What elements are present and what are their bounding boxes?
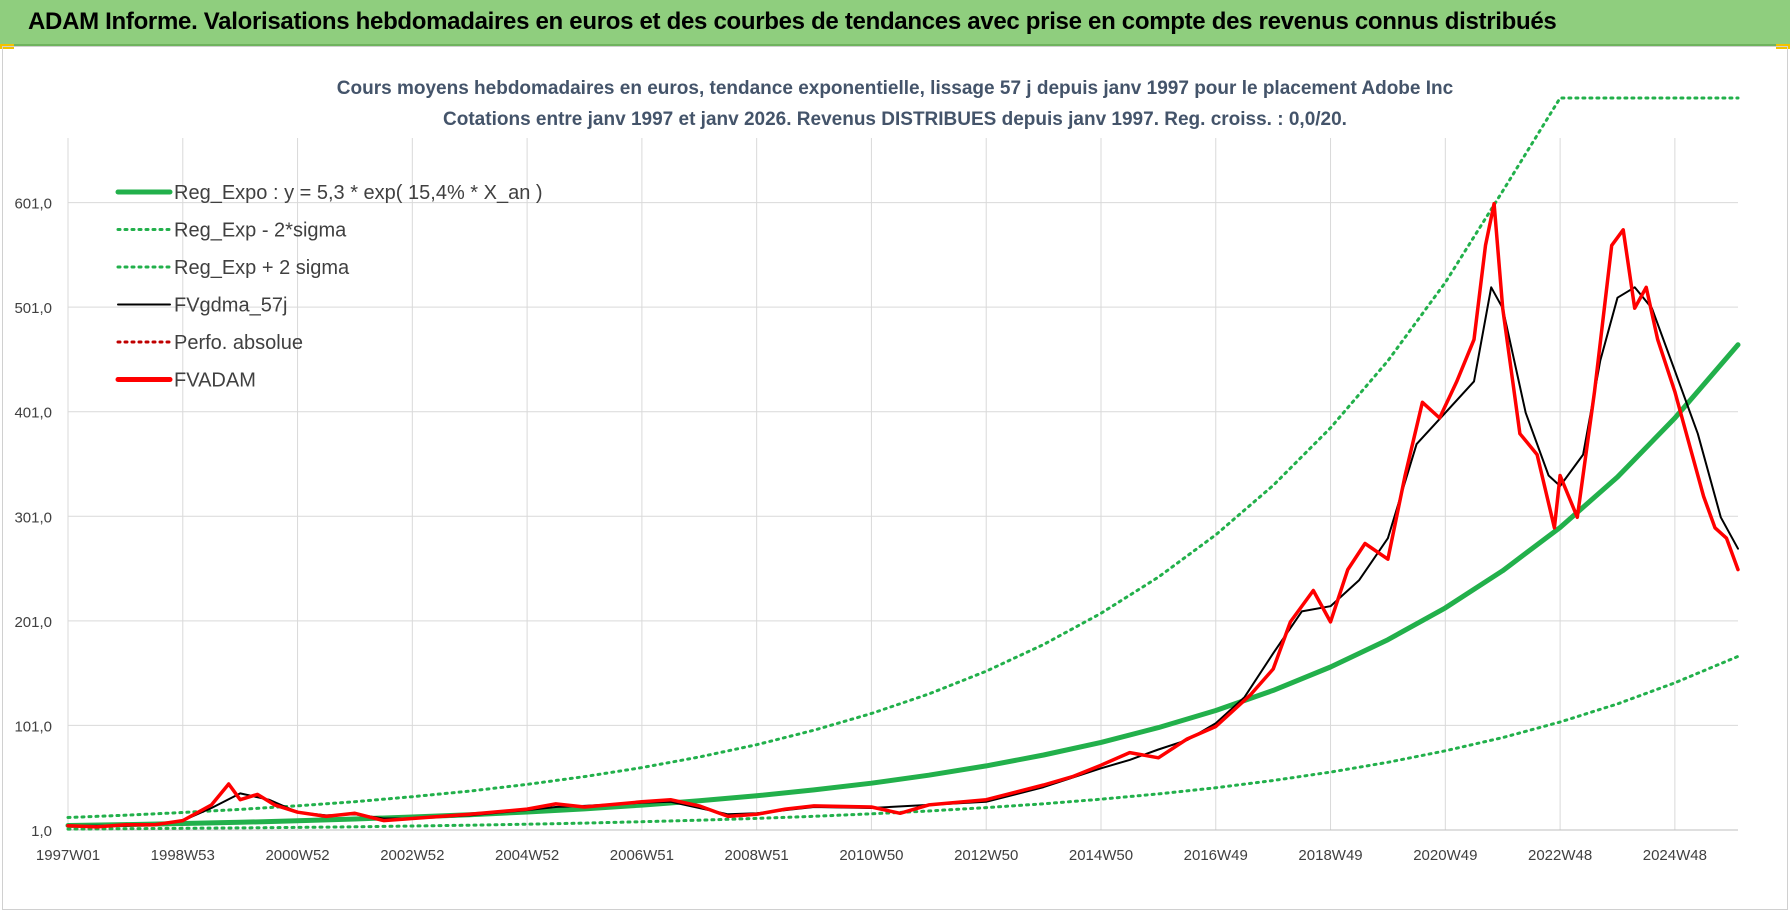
title-banner: ADAM Informe. Valorisations hebdomadaire… xyxy=(0,0,1790,46)
y-axis: 1,0 101,0 201,0 301,0 401,0 501,0 601,0 xyxy=(14,196,52,840)
x-tick-label: 2012W50 xyxy=(954,847,1018,864)
y-tick-label: 101,0 xyxy=(14,718,52,735)
x-tick-label: 2024W48 xyxy=(1643,847,1707,864)
legend-label-2: Reg_Exp + 2 sigma xyxy=(174,257,350,279)
x-tick-label: 2000W52 xyxy=(265,847,329,864)
series-layer xyxy=(65,96,1741,831)
legend: Reg_Expo : y = 5,3 * exp( 15,4% * X_an )… xyxy=(115,182,543,392)
x-tick-label: 2020W49 xyxy=(1413,847,1477,864)
x-tick-label: 2008W51 xyxy=(725,847,789,864)
series-line-5 xyxy=(66,201,1740,829)
x-tick-label: 2022W48 xyxy=(1528,847,1592,864)
grid xyxy=(67,138,1738,831)
legend-label-5: FVADAM xyxy=(174,370,256,392)
x-tick-label: 2004W52 xyxy=(495,847,559,864)
y-tick-label: 1,0 xyxy=(31,823,52,840)
x-tick-label: 1998W53 xyxy=(151,847,215,864)
x-tick-label: 2006W51 xyxy=(610,847,674,864)
x-tick-label: 2016W49 xyxy=(1184,847,1248,864)
y-tick-label: 401,0 xyxy=(14,405,52,422)
y-tick-label: 501,0 xyxy=(14,300,52,317)
banner-title: ADAM Informe. Valorisations hebdomadaire… xyxy=(28,8,1557,35)
legend-label-3: FVgdma_57j xyxy=(174,295,287,317)
y-tick-label: 301,0 xyxy=(14,509,52,526)
x-tick-label: 2018W49 xyxy=(1298,847,1362,864)
y-tick-label: 201,0 xyxy=(14,614,52,631)
x-tick-label: 2010W50 xyxy=(839,847,903,864)
legend-label-0: Reg_Expo : y = 5,3 * exp( 15,4% * X_an ) xyxy=(174,182,543,204)
chart-subtitle: Cotations entre janv 1997 et janv 2026. … xyxy=(443,109,1347,130)
series-line-1 xyxy=(66,654,1740,831)
chart-title: Cours moyens hebdomadaires en euros, ten… xyxy=(337,78,1454,99)
x-tick-label: 2002W52 xyxy=(380,847,444,864)
legend-label-1: Reg_Exp - 2*sigma xyxy=(174,220,347,242)
y-tick-label: 601,0 xyxy=(14,196,52,213)
chart-frame xyxy=(2,46,1788,910)
series-line-3 xyxy=(67,286,1739,827)
x-tick-label: 1997W01 xyxy=(36,847,100,864)
series-line-2 xyxy=(66,96,1740,819)
x-axis: 1997W01 1998W53 2000W52 2002W52 2004W52 2006W… xyxy=(36,847,1707,864)
legend-label-4: Perfo. absolue xyxy=(174,332,303,354)
x-tick-label: 2014W50 xyxy=(1069,847,1133,864)
series-line-0 xyxy=(65,342,1741,828)
